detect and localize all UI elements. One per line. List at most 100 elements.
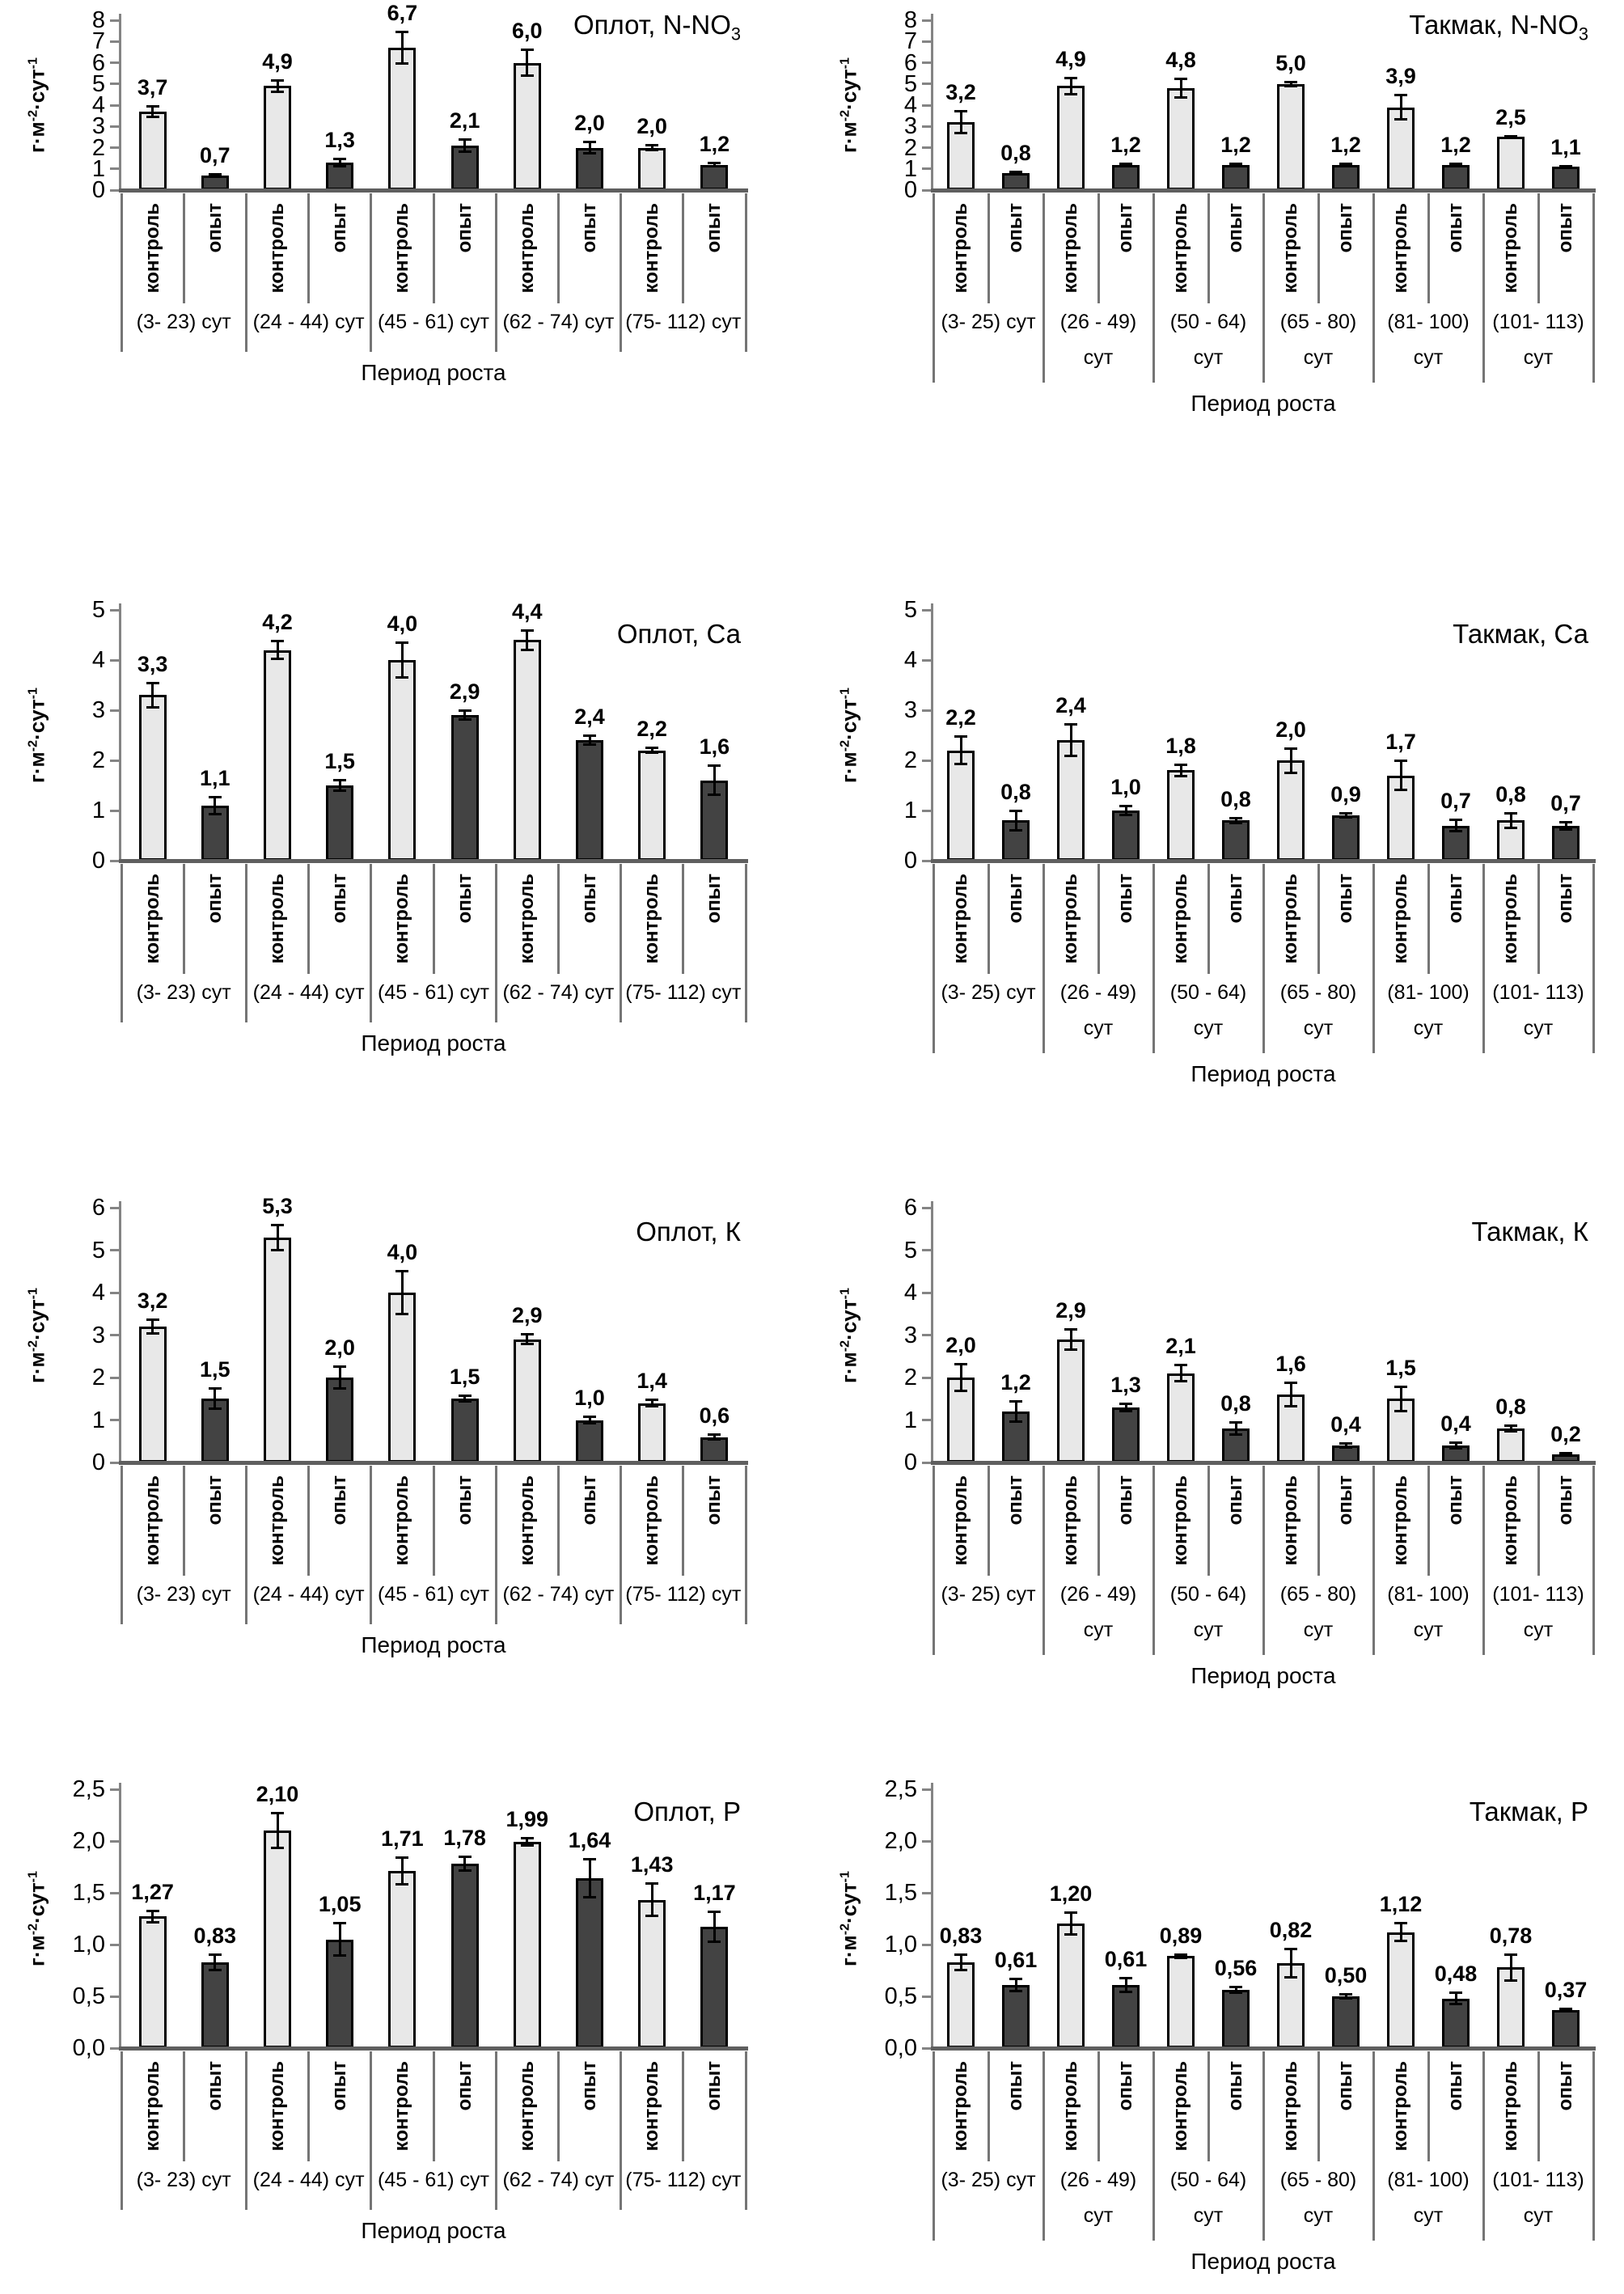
period-label: (75- 112) сут <box>625 1583 742 1606</box>
bar-category-label: контроль <box>387 874 417 963</box>
bar-category-label: контроль <box>1056 874 1085 963</box>
error-bar-cap-top <box>458 709 472 712</box>
divider-long <box>1152 1466 1155 1655</box>
error-bar-cap-top <box>1174 1364 1187 1367</box>
bar-control <box>388 1871 417 2048</box>
error-bar-cap-bottom <box>1449 164 1462 167</box>
y-tick-label: 2,5 <box>72 1776 105 1802</box>
error-bar-line <box>1509 813 1512 828</box>
error-bar-cap-top <box>1339 1442 1352 1445</box>
value-label: 1,64 <box>568 1827 611 1852</box>
error-bar-cap-top <box>395 1269 409 1272</box>
bar-category-label-text: контроль <box>1059 203 1081 294</box>
bar-category-label-text: опыт <box>1334 874 1356 924</box>
divider-long <box>370 1466 373 1624</box>
error-bar-line <box>1509 1424 1512 1433</box>
error-bar-cap-bottom <box>333 789 347 793</box>
error-bar-line <box>1454 819 1457 832</box>
error-bar-line <box>400 32 404 64</box>
period-label: сут <box>1083 1017 1114 1039</box>
bar-category-label-text: опыт <box>1444 203 1466 253</box>
divider-long <box>244 1466 247 1624</box>
chart: Такмак, Са г·м-2·сут-1 0 1 2 3 4 5 2,2 контроль 0,… <box>812 574 1624 1147</box>
bar-category-label: контроль <box>637 1475 666 1565</box>
error-bar-line <box>1234 1987 1237 1994</box>
y-axis <box>931 14 933 190</box>
divider-long <box>1042 193 1045 383</box>
error-bar-cap-top <box>1229 1421 1242 1424</box>
divider-short <box>1537 864 1540 974</box>
y-tick <box>110 83 119 86</box>
divider-short <box>682 2051 685 2161</box>
y-tick-label: 1,0 <box>884 1932 917 1958</box>
error-bar-cap-bottom <box>708 794 721 797</box>
value-label: 1,0 <box>1110 774 1141 799</box>
bar-control <box>638 750 666 861</box>
chart-title-subscript: 3 <box>1578 23 1588 44</box>
divider-short <box>182 2051 185 2161</box>
y-tick <box>922 125 931 128</box>
divider-long <box>932 864 935 1053</box>
bar-category-label: опыт <box>1441 203 1470 252</box>
bar-category-label: контроль <box>637 203 666 293</box>
bar-category-label: опыт <box>1001 1475 1030 1525</box>
error-bar-cap-bottom <box>1009 173 1022 176</box>
bar-category-label-text: контроль <box>641 203 663 294</box>
error-bar-line <box>463 139 467 152</box>
bar-control <box>513 1842 541 2048</box>
error-bar-cap-top <box>333 778 347 781</box>
error-bar-cap-top <box>208 172 222 176</box>
y-tick-label: 6 <box>903 1195 917 1221</box>
error-bar-cap-top <box>1504 1953 1517 1956</box>
superscript: -1 <box>25 57 40 70</box>
error-bar-cap-top <box>208 1387 222 1390</box>
period-label: (62 - 74) сут <box>502 1583 615 1606</box>
error-bar-cap-bottom <box>395 61 409 65</box>
divider-short <box>1207 864 1210 974</box>
error-bar-cap-top <box>458 1856 472 1859</box>
bar-control <box>1057 1339 1085 1462</box>
period-label: (81- 100) <box>1387 311 1470 333</box>
error-bar-line <box>959 1364 962 1391</box>
error-bar-line <box>338 1365 341 1390</box>
error-bar-cap-top <box>1394 1385 1407 1388</box>
value-label: 0,78 <box>1489 1923 1533 1948</box>
bar-experiment <box>1112 1984 1140 2048</box>
error-bar-line <box>1179 764 1182 777</box>
bar-category-label-text: контроль <box>1499 1475 1521 1566</box>
superscript: -2 <box>837 109 852 122</box>
y-tick-label: 4 <box>91 1280 105 1306</box>
value-label: 0,7 <box>1550 790 1581 815</box>
divider-short <box>682 864 685 974</box>
bar-experiment <box>326 1939 354 2048</box>
divider-short <box>432 864 435 974</box>
error-bar-cap-bottom <box>208 812 222 815</box>
error-bar-cap-bottom <box>954 132 967 135</box>
y-tick <box>922 859 931 862</box>
bar-experiment <box>201 1962 229 2048</box>
divider-long <box>244 2051 247 2210</box>
bar-control <box>638 1403 666 1462</box>
bar-category-label: опыт <box>1441 2061 1470 2110</box>
divider-short <box>182 864 185 974</box>
divider-long <box>1262 864 1265 1053</box>
bar-category-label: контроль <box>1276 203 1305 293</box>
divider-long <box>120 2051 123 2210</box>
bar-category-label-text: контроль <box>141 874 163 964</box>
y-tick-label: 4 <box>903 92 917 118</box>
error-bar-cap-top <box>146 104 159 108</box>
period-label: (24 - 44) сут <box>252 981 365 1004</box>
y-tick-label: 1 <box>903 798 917 823</box>
bar-category-label: контроль <box>513 1475 542 1565</box>
value-label: 1,99 <box>505 1807 549 1832</box>
error-bar-line <box>713 1433 716 1441</box>
bar-category-label-text: опыт <box>578 874 600 924</box>
divider-long <box>1262 2051 1265 2241</box>
value-label: 1,2 <box>699 131 730 156</box>
chart-title: Оплот, N-NO3 <box>573 10 741 44</box>
bar-experiment <box>1552 2009 1580 2048</box>
error-bar-cap-bottom <box>1119 1410 1132 1412</box>
bar-category-label-text: контроль <box>1059 1475 1081 1566</box>
error-bar-cap-top <box>146 1909 159 1912</box>
y-tick-label: 3 <box>91 1322 105 1348</box>
